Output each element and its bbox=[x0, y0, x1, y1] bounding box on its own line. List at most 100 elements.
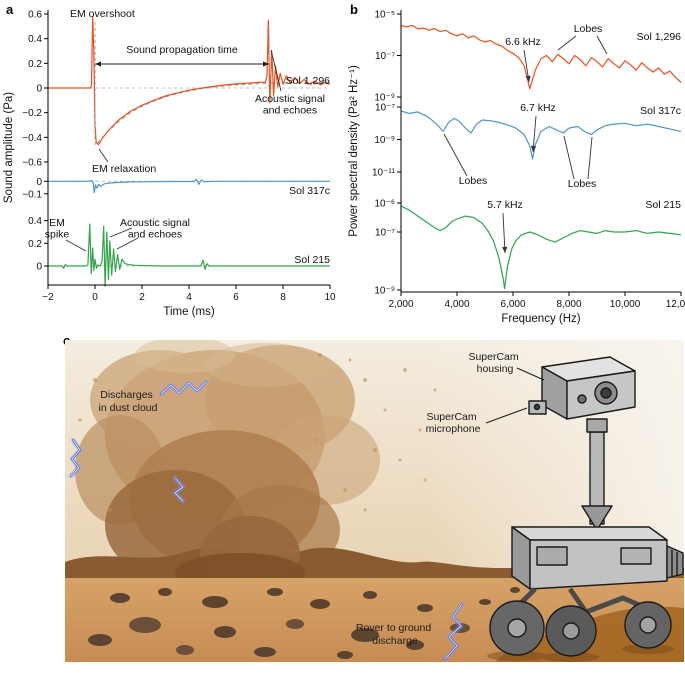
annotation-text: Sol 1,296 bbox=[286, 75, 331, 87]
x-tick-label: 8 bbox=[280, 292, 286, 303]
pointer-line bbox=[270, 49, 282, 92]
x-tick-label: 4,000 bbox=[444, 299, 469, 310]
y-tick-label: −0.6 bbox=[22, 158, 42, 169]
wheel-shadows bbox=[487, 644, 674, 662]
lightning-bolt-icon bbox=[172, 475, 186, 504]
annotation-text: 6.6 kHz bbox=[505, 36, 541, 48]
lightning-bolt-icon bbox=[442, 601, 465, 662]
series-sol-1-296 bbox=[400, 24, 682, 90]
y-tick-label: 10⁻⁵ bbox=[374, 10, 395, 21]
x-axis-title: Frequency (Hz) bbox=[501, 313, 580, 325]
annotation-text: Lobes bbox=[459, 175, 488, 187]
y-tick-label: 10⁻⁹ bbox=[374, 286, 395, 297]
annotation-text: Sound propagation time bbox=[126, 44, 238, 56]
y-tick-label: 0.2 bbox=[28, 59, 42, 70]
arrowhead bbox=[502, 246, 508, 253]
y-tick-label: 10⁻⁹ bbox=[374, 135, 395, 146]
x-tick-label: 0 bbox=[92, 292, 98, 303]
rover-body bbox=[511, 526, 684, 590]
annotation-text: Lobes bbox=[574, 23, 603, 35]
y-tick-label: 10⁻¹¹ bbox=[372, 168, 396, 179]
dust-cloud bbox=[75, 340, 437, 580]
y-tick-label: 0.6 bbox=[28, 10, 42, 21]
y-axis-title: Power spectral density (Pa² Hz⁻¹) bbox=[348, 65, 360, 237]
annotation-text: EM spike bbox=[45, 217, 70, 241]
y-tick-label: 0.2 bbox=[28, 239, 42, 250]
y-tick-label: 10⁻⁷ bbox=[375, 51, 395, 62]
supercam-microphone-shape bbox=[528, 400, 547, 415]
annotation-text: Sol 317c bbox=[289, 185, 330, 197]
lightning-bolt-icon bbox=[158, 379, 209, 397]
pointer-line bbox=[109, 227, 133, 238]
x-tick-label: 2 bbox=[139, 292, 145, 303]
annotation-text: Acoustic signal and echoes bbox=[120, 217, 190, 241]
x-tick-label: 6,000 bbox=[500, 299, 525, 310]
arrowhead bbox=[525, 75, 531, 82]
x-tick-label: 2,000 bbox=[388, 299, 413, 310]
y-tick-label: −0.1 bbox=[22, 189, 42, 200]
rover-mast-bracket bbox=[581, 505, 613, 531]
annotation-text: Sol 215 bbox=[645, 199, 681, 211]
label-supercam-housing: SuperCam housing bbox=[468, 351, 521, 375]
annotation-text: Sol 317c bbox=[640, 105, 681, 117]
y-tick-label: 0.4 bbox=[28, 34, 42, 45]
panel-a-label: a bbox=[6, 2, 14, 17]
dust-speckles bbox=[78, 353, 437, 512]
series-sol-1-296 bbox=[48, 15, 331, 146]
y-tick-label: 10⁻⁶ bbox=[374, 199, 395, 210]
y-axis-title: Sound amplitude (Pa) bbox=[3, 92, 15, 203]
housing-pointer-line bbox=[516, 367, 545, 381]
y-tick-label: 10⁻⁹ bbox=[374, 93, 395, 104]
annotation-text: EM overshoot bbox=[70, 8, 135, 20]
series-sol-215 bbox=[48, 223, 330, 287]
series-sol-317c bbox=[400, 110, 682, 160]
x-tick-label: 10,000 bbox=[610, 299, 641, 310]
x-tick-label: 4 bbox=[186, 292, 192, 303]
y-tick-label: 0 bbox=[36, 84, 42, 95]
y-tick-label: 0 bbox=[36, 262, 42, 273]
annotation-text: EM relaxation bbox=[92, 163, 156, 175]
y-tick-label: 0.4 bbox=[28, 216, 42, 227]
pointer-line bbox=[532, 115, 537, 153]
x-tick-label: 6 bbox=[233, 292, 239, 303]
pointer-line bbox=[563, 135, 575, 180]
lightning-bolt-icon bbox=[68, 437, 83, 479]
rover-wheels bbox=[489, 600, 672, 657]
annotation-text: Acoustic signal and echoes bbox=[255, 93, 325, 117]
annotation-text: Sol 215 bbox=[294, 254, 330, 266]
y-tick-label: 10⁻⁷ bbox=[375, 228, 395, 239]
pointer-line bbox=[596, 35, 608, 55]
annotation-text: 5.7 kHz bbox=[487, 199, 523, 211]
pointer-line bbox=[443, 133, 468, 177]
panel-c-illustration: Discharges in dust cloud SuperCam housin… bbox=[65, 340, 684, 662]
label-supercam-microphone: SuperCam microphone bbox=[426, 411, 481, 435]
annotation-text: Sol 1,296 bbox=[637, 31, 682, 43]
supercam-housing-shape bbox=[541, 356, 636, 420]
x-tick-label: −2 bbox=[42, 292, 54, 303]
pointer-line bbox=[98, 148, 109, 163]
arrowhead bbox=[530, 145, 537, 152]
pointer-line bbox=[587, 136, 593, 180]
y-tick-label: −0.2 bbox=[22, 108, 42, 119]
series-sol-317c bbox=[48, 178, 330, 194]
x-tick-label: 12,000 bbox=[666, 299, 685, 310]
x-axis-title: Time (ms) bbox=[163, 306, 214, 318]
rover-neck bbox=[586, 418, 608, 433]
microphone-pointer-line bbox=[485, 407, 528, 424]
pointer-line bbox=[502, 212, 506, 254]
arrowhead bbox=[95, 61, 101, 67]
rover-illustration bbox=[489, 356, 684, 657]
label-discharges-in-dust-cloud: Discharges in dust cloud bbox=[99, 389, 158, 414]
y-tick-label: 10⁻⁷ bbox=[375, 103, 395, 114]
x-tick-label: 10 bbox=[324, 292, 336, 303]
y-tick-label: 0 bbox=[36, 177, 42, 188]
x-tick-label: 8,000 bbox=[556, 299, 581, 310]
annotation-text: Lobes bbox=[568, 178, 597, 190]
pointer-line bbox=[65, 239, 87, 252]
series-sol-215 bbox=[400, 205, 682, 290]
panel-b-chart: 2,000 4,000 6,000 8,000 10,000 12,000 10⁻⁵ 10⁻⁷… bbox=[348, 10, 685, 326]
panel-b-label: b bbox=[350, 2, 358, 17]
pointer-line bbox=[557, 35, 577, 51]
rocks bbox=[88, 587, 520, 659]
